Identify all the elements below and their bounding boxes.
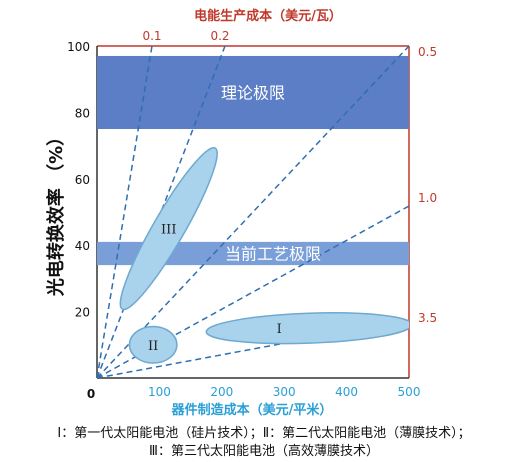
x-tick-2: 300	[273, 385, 296, 399]
right-tick-0: 0.5	[418, 45, 437, 59]
region-label-1: II	[148, 339, 158, 354]
top-axis-title: 电能生产成本（美元/瓦）	[194, 8, 342, 24]
y-tick-4: 100	[67, 40, 90, 54]
x-axis-title: 器件制造成本（美元/平米）	[171, 402, 333, 418]
cost-line-2	[97, 46, 409, 378]
x-tick-0: 100	[148, 385, 171, 399]
band-label-0: 理论极限	[221, 83, 285, 102]
right-tick-1: 1.0	[418, 191, 437, 205]
band-label-1: 当前工艺极限	[225, 245, 321, 264]
region-ellipse-1	[128, 325, 178, 364]
cost-line-0	[97, 46, 153, 378]
origin-label: 0	[87, 387, 95, 401]
caption-line-1: Ⅰ：第一代太阳能电池（硅片技术）；Ⅱ：第二代太阳能电池（薄膜技术）；	[57, 426, 470, 441]
caption-line-2: Ⅲ：第三代太阳能电池（高效薄膜技术）	[149, 443, 379, 459]
right-tick-2: 3.5	[418, 311, 437, 325]
region-label-2: III	[161, 223, 176, 238]
region-ellipse-2	[119, 146, 218, 311]
x-tick-4: 500	[398, 385, 421, 399]
region-label-0: I	[277, 322, 282, 337]
x-tick-1: 200	[210, 385, 233, 399]
top-tick-1: 0.2	[210, 29, 229, 43]
y-tick-0: 20	[75, 306, 90, 320]
y-tick-2: 60	[75, 173, 90, 187]
y-tick-3: 80	[75, 106, 90, 120]
y-axis-title: 光电转换效率 （%）	[45, 128, 67, 297]
region-ellipse-0	[205, 312, 409, 345]
top-tick-0: 0.1	[142, 29, 161, 43]
x-tick-3: 400	[335, 385, 358, 399]
y-tick-1: 40	[75, 239, 90, 253]
